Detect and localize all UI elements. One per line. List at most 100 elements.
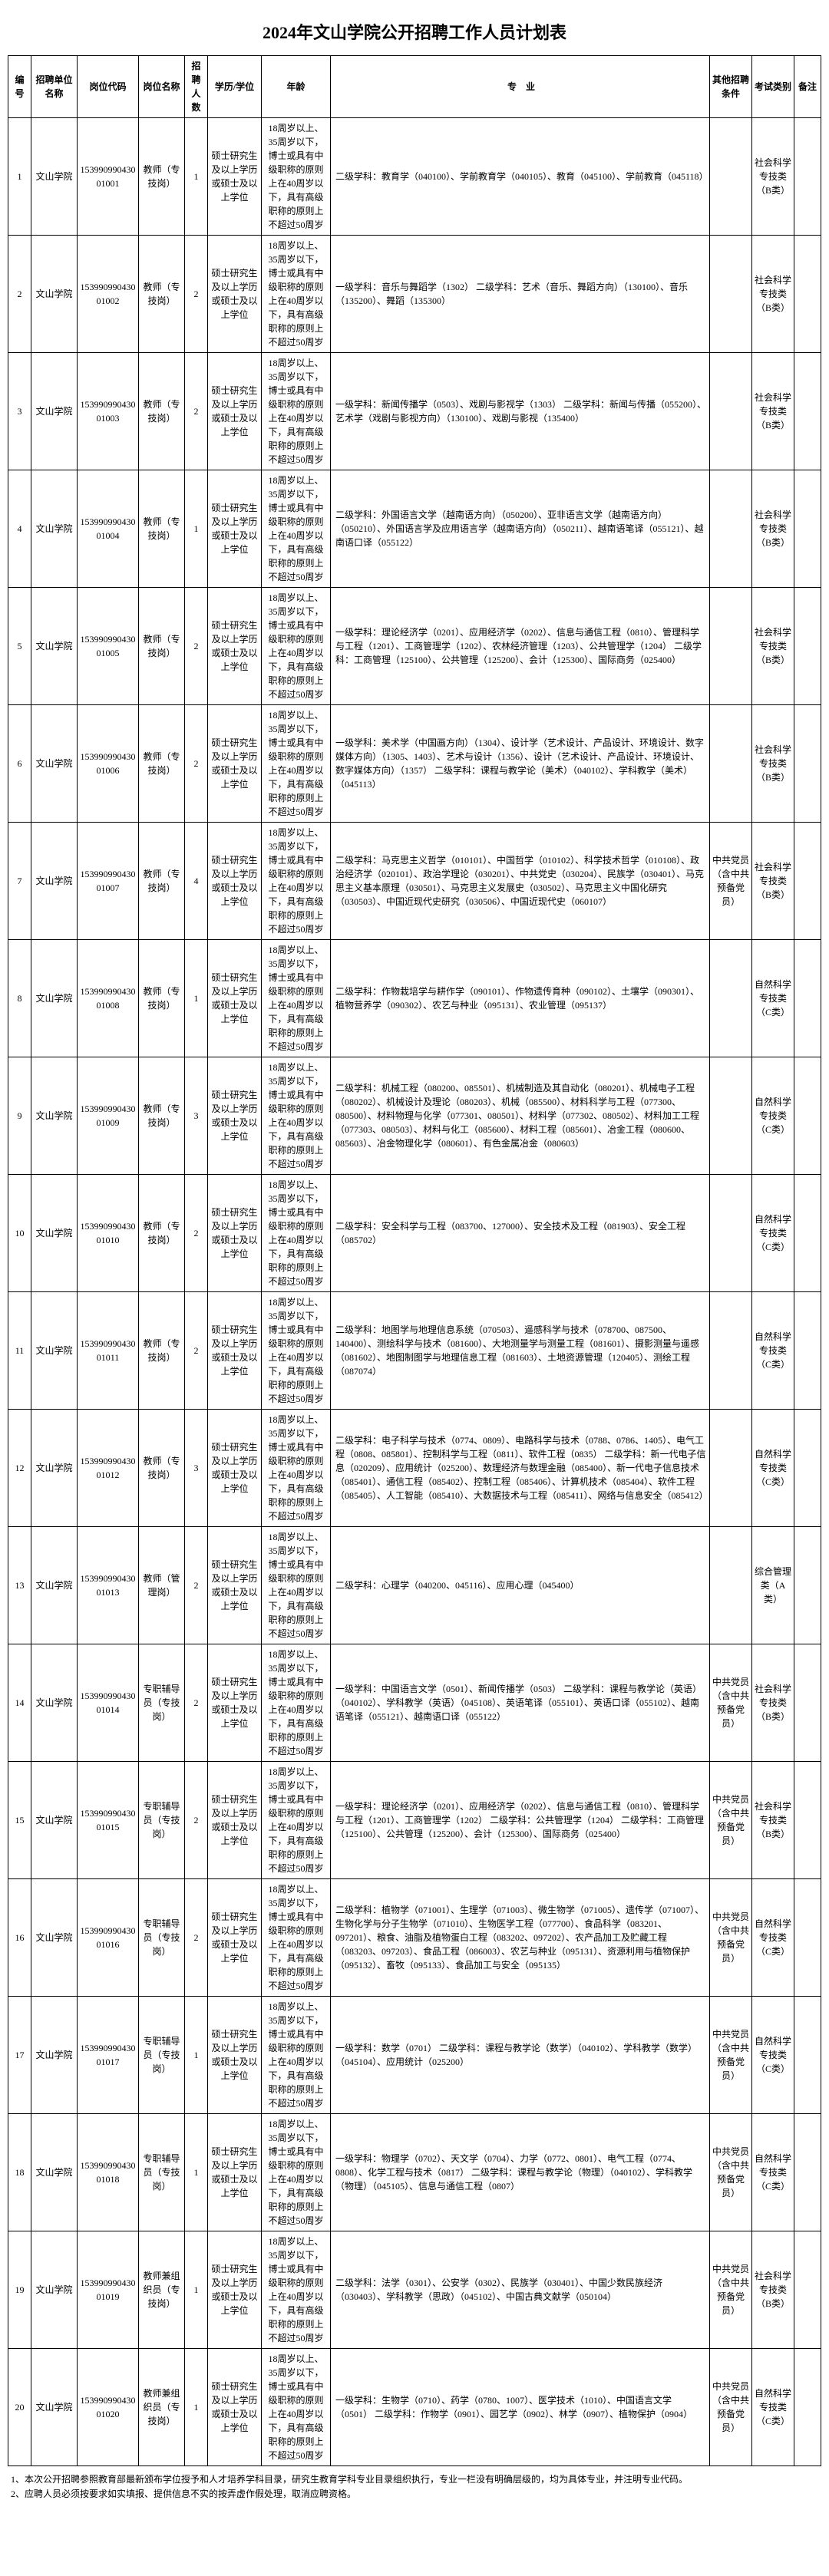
cell-exam: 社会科学专技类（B类） (752, 236, 794, 353)
cell-age: 18周岁以上、35周岁以下，博士或具有中级职称的原则上在40周岁以下，具有高级职… (262, 1644, 331, 1762)
cell-unit: 文山学院 (31, 1644, 78, 1762)
cell-unit: 文山学院 (31, 2349, 78, 2466)
cell-note (794, 470, 821, 588)
cell-note (794, 823, 821, 940)
table-row: 3文山学院15399099043001003教师（专技岗）2硕士研究生及以上学历… (8, 353, 821, 470)
cell-age: 18周岁以上、35周岁以下，博士或具有中级职称的原则上在40周岁以下，具有高级职… (262, 705, 331, 823)
cell-note (794, 2114, 821, 2231)
note-1: 1、本次公开招聘参照教育部最新颁布学位授予和人才培养学科目录，研究生教育学科专业… (11, 2472, 818, 2487)
cell-edu: 硕士研究生及以上学历或硕士及以上学位 (208, 1057, 262, 1175)
cell-unit: 文山学院 (31, 823, 78, 940)
cell-major: 一级学科：物理学（0702）、天文学（0704）、力学（0772、0801）、电… (331, 2114, 710, 2231)
table-row: 5文山学院15399099043001005教师（专技岗）2硕士研究生及以上学历… (8, 588, 821, 705)
cell-major: 二级学科：马克思主义哲学（010101）、中国哲学（010102）、科学技术哲学… (331, 823, 710, 940)
cell-other (710, 353, 752, 470)
cell-name: 教师（专技岗） (139, 1175, 185, 1292)
table-row: 6文山学院15399099043001006教师（专技岗）2硕士研究生及以上学历… (8, 705, 821, 823)
cell-no: 2 (8, 236, 31, 353)
cell-num: 2 (185, 1527, 208, 1644)
cell-name: 专职辅导员（专技岗） (139, 1997, 185, 2114)
cell-no: 4 (8, 470, 31, 588)
cell-no: 18 (8, 2114, 31, 2231)
cell-code: 15399099043001013 (78, 1527, 139, 1644)
cell-major: 一级学科：中国语言文学（0501）、新闻传播学（0503） 二级学科：课程与教学… (331, 1644, 710, 1762)
cell-other (710, 470, 752, 588)
table-row: 19文山学院15399099043001019教师兼组织员（专技岗）1硕士研究生… (8, 2231, 821, 2349)
cell-num: 1 (185, 1997, 208, 2114)
cell-num: 2 (185, 1879, 208, 1997)
cell-age: 18周岁以上、35周岁以下，博士或具有中级职称的原则上在40周岁以下，具有高级职… (262, 1997, 331, 2114)
cell-edu: 硕士研究生及以上学历或硕士及以上学位 (208, 940, 262, 1057)
cell-unit: 文山学院 (31, 940, 78, 1057)
cell-no: 8 (8, 940, 31, 1057)
cell-edu: 硕士研究生及以上学历或硕士及以上学位 (208, 588, 262, 705)
cell-unit: 文山学院 (31, 1410, 78, 1527)
cell-no: 15 (8, 1762, 31, 1879)
cell-code: 15399099043001017 (78, 1997, 139, 2114)
cell-unit: 文山学院 (31, 353, 78, 470)
cell-exam: 社会科学专技类（B类） (752, 588, 794, 705)
cell-exam: 社会科学专技类（B类） (752, 1644, 794, 1762)
cell-major: 一级学科：理论经济学（0201）、应用经济学（0202）、信息与通信工程（081… (331, 1762, 710, 1879)
table-row: 2文山学院15399099043001002教师（专技岗）2硕士研究生及以上学历… (8, 236, 821, 353)
cell-unit: 文山学院 (31, 470, 78, 588)
cell-major: 二级学科：安全科学与工程（083700、127000）、安全技术及工程（0819… (331, 1175, 710, 1292)
cell-age: 18周岁以上、35周岁以下，博士或具有中级职称的原则上在40周岁以下，具有高级职… (262, 2349, 331, 2466)
cell-edu: 硕士研究生及以上学历或硕士及以上学位 (208, 2114, 262, 2231)
cell-note (794, 1762, 821, 1879)
cell-exam: 综合管理类（A类） (752, 1527, 794, 1644)
cell-code: 15399099043001004 (78, 470, 139, 588)
cell-name: 教师（专技岗） (139, 940, 185, 1057)
cell-no: 9 (8, 1057, 31, 1175)
cell-num: 2 (185, 588, 208, 705)
cell-age: 18周岁以上、35周岁以下，博士或具有中级职称的原则上在40周岁以下，具有高级职… (262, 1292, 331, 1410)
cell-other: 中共党员（含中共预备党员） (710, 2349, 752, 2466)
cell-no: 13 (8, 1527, 31, 1644)
cell-unit: 文山学院 (31, 705, 78, 823)
cell-note (794, 1292, 821, 1410)
cell-unit: 文山学院 (31, 2114, 78, 2231)
cell-edu: 硕士研究生及以上学历或硕士及以上学位 (208, 1644, 262, 1762)
cell-num: 2 (185, 1292, 208, 1410)
cell-note (794, 2231, 821, 2349)
cell-unit: 文山学院 (31, 1292, 78, 1410)
cell-edu: 硕士研究生及以上学历或硕士及以上学位 (208, 118, 262, 236)
cell-major: 二级学科：法学（0301）、公安学（0302）、民族学（030401）、中国少数… (331, 2231, 710, 2349)
cell-unit: 文山学院 (31, 236, 78, 353)
cell-edu: 硕士研究生及以上学历或硕士及以上学位 (208, 470, 262, 588)
cell-no: 6 (8, 705, 31, 823)
cell-code: 15399099043001007 (78, 823, 139, 940)
cell-other: 中共党员（含中共预备党员） (710, 2114, 752, 2231)
cell-exam: 自然科学专技类（C类） (752, 1292, 794, 1410)
cell-note (794, 353, 821, 470)
cell-num: 1 (185, 118, 208, 236)
cell-name: 教师（专技岗） (139, 236, 185, 353)
cell-note (794, 1057, 821, 1175)
cell-age: 18周岁以上、35周岁以下，博士或具有中级职称的原则上在40周岁以下，具有高级职… (262, 1879, 331, 1997)
cell-other: 中共党员（含中共预备党员） (710, 823, 752, 940)
cell-unit: 文山学院 (31, 1057, 78, 1175)
header-unit: 招聘单位名称 (31, 56, 78, 118)
cell-edu: 硕士研究生及以上学历或硕士及以上学位 (208, 1879, 262, 1997)
cell-note (794, 1527, 821, 1644)
cell-other (710, 118, 752, 236)
cell-edu: 硕士研究生及以上学历或硕士及以上学位 (208, 823, 262, 940)
cell-num: 3 (185, 1410, 208, 1527)
cell-note (794, 236, 821, 353)
cell-no: 17 (8, 1997, 31, 2114)
cell-age: 18周岁以上、35周岁以下，博士或具有中级职称的原则上在40周岁以下，具有高级职… (262, 1527, 331, 1644)
page-title: 2024年文山学院公开招聘工作人员计划表 (8, 8, 821, 55)
cell-age: 18周岁以上、35周岁以下，博士或具有中级职称的原则上在40周岁以下，具有高级职… (262, 823, 331, 940)
cell-no: 3 (8, 353, 31, 470)
table-row: 14文山学院15399099043001014专职辅导员（专技岗）2硕士研究生及… (8, 1644, 821, 1762)
cell-code: 15399099043001011 (78, 1292, 139, 1410)
cell-unit: 文山学院 (31, 2231, 78, 2349)
cell-no: 14 (8, 1644, 31, 1762)
footnotes: 1、本次公开招聘参照教育部最新颁布学位授予和人才培养学科目录，研究生教育学科专业… (8, 2466, 821, 2508)
cell-age: 18周岁以上、35周岁以下，博士或具有中级职称的原则上在40周岁以下，具有高级职… (262, 2231, 331, 2349)
cell-code: 15399099043001018 (78, 2114, 139, 2231)
table-row: 9文山学院15399099043001009教师（专技岗）3硕士研究生及以上学历… (8, 1057, 821, 1175)
cell-exam: 自然科学专技类（C类） (752, 1057, 794, 1175)
cell-name: 教师（管理岗） (139, 1527, 185, 1644)
cell-code: 15399099043001009 (78, 1057, 139, 1175)
